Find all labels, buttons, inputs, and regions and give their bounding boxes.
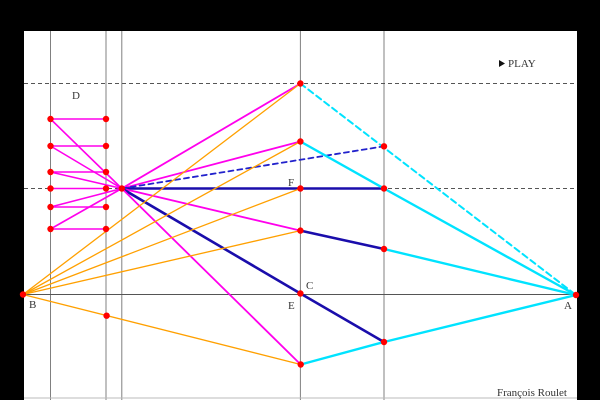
svg-text:F: F bbox=[288, 177, 294, 189]
svg-text:D: D bbox=[72, 90, 80, 102]
svg-text:C: C bbox=[306, 280, 313, 292]
svg-text:PLAY: PLAY bbox=[508, 58, 536, 70]
svg-text:A: A bbox=[564, 300, 572, 312]
svg-text:François Roulet: François Roulet bbox=[497, 387, 567, 399]
svg-text:E: E bbox=[288, 300, 295, 312]
svg-text:B: B bbox=[29, 299, 36, 311]
